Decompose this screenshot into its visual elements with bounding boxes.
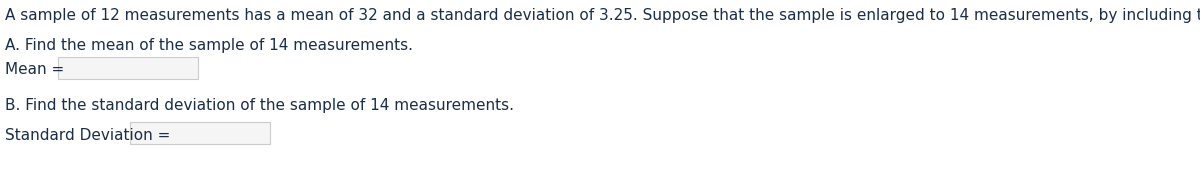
Text: A sample of 12 measurements has a mean of 32 and a standard deviation of 3.25. S: A sample of 12 measurements has a mean o… <box>5 8 1200 23</box>
Text: Mean =: Mean = <box>5 62 65 77</box>
Text: A. Find the mean of the sample of 14 measurements.: A. Find the mean of the sample of 14 mea… <box>5 38 413 53</box>
FancyBboxPatch shape <box>130 122 270 144</box>
Text: Standard Deviation =: Standard Deviation = <box>5 128 170 143</box>
Text: B. Find the standard deviation of the sample of 14 measurements.: B. Find the standard deviation of the sa… <box>5 98 514 113</box>
FancyBboxPatch shape <box>58 57 198 79</box>
